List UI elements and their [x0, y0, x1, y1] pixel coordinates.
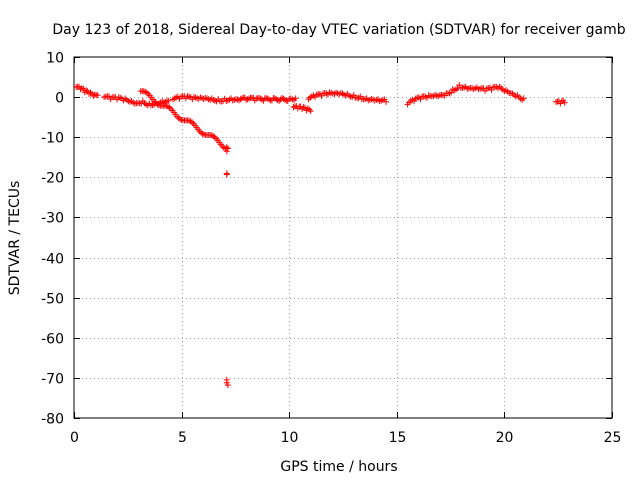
data-point: [165, 97, 172, 104]
data-point: [84, 88, 91, 95]
data-point: [274, 97, 281, 104]
y-tick-label: 0: [55, 91, 64, 107]
y-axis-label: SDTVAR / TECUs: [7, 181, 23, 296]
data-point: [266, 96, 273, 103]
data-point: [224, 145, 231, 152]
data-point: [561, 99, 568, 106]
data-point: [520, 95, 527, 102]
x-tick-label: 10: [281, 430, 299, 446]
grid-lines: [74, 57, 612, 418]
data-point: [78, 85, 85, 92]
axis-ticks: 10 0 -10 -20 -30 -40 -50 -60 -70 -80 0 5 10 15 20 25: [41, 51, 621, 447]
y-tick-label: -20: [41, 171, 64, 187]
y-tick-label: -40: [41, 252, 64, 268]
data-point: [558, 98, 565, 105]
data-point: [258, 96, 265, 103]
y-tick-label: -30: [41, 211, 64, 227]
data-point: [300, 104, 307, 111]
data-point: [224, 382, 231, 389]
data-point: [290, 104, 297, 111]
data-points: [73, 82, 568, 389]
data-point: [383, 98, 390, 105]
data-point: [301, 104, 308, 111]
data-point: [87, 89, 94, 96]
data-point: [83, 87, 90, 94]
y-tick-label: -60: [41, 332, 64, 348]
x-tick-label: 20: [496, 430, 514, 446]
y-tick-label: 10: [46, 51, 64, 67]
data-point: [307, 108, 314, 115]
data-point: [304, 105, 311, 112]
x-tick-label: 0: [70, 430, 79, 446]
data-point: [238, 95, 245, 102]
y-tick-label: -10: [41, 131, 64, 147]
y-tick-label: -70: [41, 372, 64, 388]
data-point: [276, 97, 283, 104]
chart-title: Day 123 of 2018, Sidereal Day-to-day VTE…: [52, 22, 625, 38]
data-point: [292, 95, 299, 102]
x-tick-label: 15: [389, 430, 407, 446]
x-tick-label: 5: [178, 430, 187, 446]
y-tick-label: -80: [41, 412, 64, 428]
data-point: [297, 103, 304, 110]
data-point: [244, 96, 251, 103]
data-point: [94, 92, 101, 99]
data-point: [281, 96, 288, 103]
data-point: [223, 148, 230, 155]
x-tick-label: 25: [604, 430, 622, 446]
plot-area-border: [73, 56, 613, 419]
data-point: [90, 92, 97, 99]
y-tick-label: -50: [41, 292, 64, 308]
data-point: [223, 171, 230, 178]
x-axis-label: GPS time / hours: [280, 459, 397, 475]
data-point: [143, 89, 150, 96]
data-point: [210, 132, 217, 139]
data-point: [199, 130, 206, 137]
data-point: [91, 91, 98, 98]
data-point: [243, 96, 250, 103]
data-point: [448, 89, 455, 96]
